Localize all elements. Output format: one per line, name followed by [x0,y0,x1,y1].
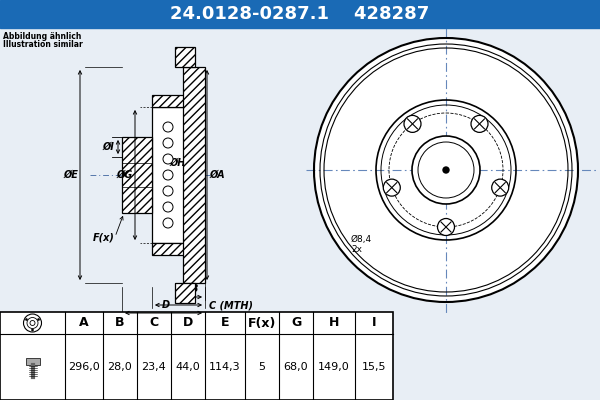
Circle shape [30,320,35,326]
Text: 24.0128-0287.1    428287: 24.0128-0287.1 428287 [170,5,430,23]
Circle shape [32,329,34,331]
FancyBboxPatch shape [25,358,40,365]
Text: G: G [291,316,301,330]
Text: Illustration similar: Illustration similar [3,40,83,49]
Text: ØA: ØA [209,170,224,180]
Text: H: H [329,316,339,330]
Circle shape [443,167,449,173]
Bar [175,47,195,67]
Circle shape [23,314,41,332]
Bar [175,283,195,303]
Bar [152,95,184,107]
Text: ØH: ØH [170,158,186,168]
Circle shape [163,122,173,132]
Text: 149,0: 149,0 [318,362,350,372]
Circle shape [471,115,488,132]
Circle shape [404,115,421,132]
Bar [183,67,205,283]
Bar [122,137,152,213]
Text: B: B [115,316,125,330]
Text: I: I [372,316,376,330]
Text: ØI: ØI [102,142,114,152]
Text: 28,0: 28,0 [107,362,133,372]
Circle shape [163,202,173,212]
Bar [183,67,205,283]
Circle shape [412,136,480,204]
Text: A: A [79,316,89,330]
Text: 296,0: 296,0 [68,362,100,372]
Bar [0,0,600,28]
Text: Ø8,4
2x: Ø8,4 2x [351,235,372,254]
Text: ØG: ØG [117,170,133,180]
Circle shape [313,37,579,303]
Bar [152,107,184,243]
Circle shape [163,154,173,164]
Text: F(x): F(x) [248,316,276,330]
Bar [0,312,393,400]
Circle shape [25,318,28,320]
Text: D: D [161,300,170,310]
Circle shape [163,186,173,196]
Bar [152,243,184,255]
Text: 23,4: 23,4 [142,362,166,372]
Circle shape [492,179,509,196]
Circle shape [163,138,173,148]
Text: 15,5: 15,5 [362,362,386,372]
Text: B: B [191,284,198,294]
Text: ØE: ØE [63,170,78,180]
Text: 44,0: 44,0 [176,362,200,372]
Text: 5: 5 [259,362,265,372]
Bar [152,95,184,107]
Bar [152,243,184,255]
Bar [175,283,195,303]
Text: Abbildung ähnlich: Abbildung ähnlich [3,32,82,41]
Text: C (MTH): C (MTH) [209,300,253,310]
Circle shape [163,218,173,228]
Circle shape [383,179,400,196]
Circle shape [38,318,40,320]
Text: C: C [149,316,158,330]
Circle shape [163,170,173,180]
Bar [122,137,152,213]
Text: F(x): F(x) [93,232,115,242]
Text: D: D [183,316,193,330]
Text: 114,3: 114,3 [209,362,241,372]
Text: 68,0: 68,0 [284,362,308,372]
Bar [175,47,195,67]
Circle shape [437,218,455,236]
Text: E: E [221,316,229,330]
